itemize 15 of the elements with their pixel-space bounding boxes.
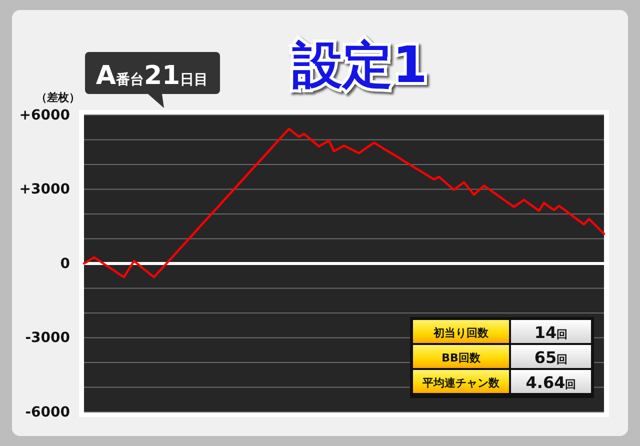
chart-subtitle: A番台21日目 xyxy=(96,61,208,91)
annotation: 4.64回 xyxy=(526,373,576,392)
y-tick-label: +3000 xyxy=(19,182,70,198)
chart-title: 設定1 xyxy=(292,36,428,94)
annotation: 14回 xyxy=(534,323,568,342)
annotation: 平均連チャン数 xyxy=(422,376,500,390)
y-tick-label: 0 xyxy=(60,256,70,272)
annotation: BB回数 xyxy=(442,351,482,364)
y-axis-title: （差枚） xyxy=(36,91,80,104)
annotation: 初当り回数 xyxy=(432,326,490,340)
y-tick-label: +6000 xyxy=(19,107,70,124)
y-tick-label: -3000 xyxy=(25,330,70,346)
line-series xyxy=(82,128,606,278)
annotation: 65回 xyxy=(534,348,568,368)
y-tick-label: -6000 xyxy=(25,404,70,420)
